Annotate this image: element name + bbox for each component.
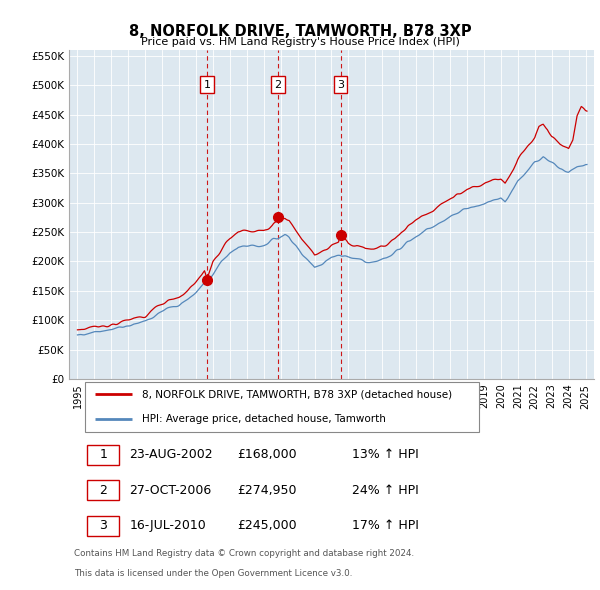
FancyBboxPatch shape	[88, 444, 119, 464]
FancyBboxPatch shape	[88, 516, 119, 536]
Text: 23-AUG-2002: 23-AUG-2002	[130, 448, 213, 461]
Text: 3: 3	[337, 80, 344, 90]
Text: 1: 1	[99, 448, 107, 461]
Text: 1: 1	[203, 80, 211, 90]
Text: 16-JUL-2010: 16-JUL-2010	[130, 519, 206, 532]
FancyBboxPatch shape	[85, 382, 479, 432]
Text: 17% ↑ HPI: 17% ↑ HPI	[353, 519, 419, 532]
Text: Price paid vs. HM Land Registry's House Price Index (HPI): Price paid vs. HM Land Registry's House …	[140, 37, 460, 47]
Text: £274,950: £274,950	[237, 484, 296, 497]
Text: 27-OCT-2006: 27-OCT-2006	[130, 484, 212, 497]
Text: 24% ↑ HPI: 24% ↑ HPI	[353, 484, 419, 497]
Text: 2: 2	[274, 80, 281, 90]
Text: £245,000: £245,000	[237, 519, 296, 532]
Text: 3: 3	[99, 519, 107, 532]
Text: 13% ↑ HPI: 13% ↑ HPI	[353, 448, 419, 461]
Text: 2: 2	[99, 484, 107, 497]
Text: This data is licensed under the Open Government Licence v3.0.: This data is licensed under the Open Gov…	[74, 569, 353, 578]
FancyBboxPatch shape	[88, 480, 119, 500]
Text: 8, NORFOLK DRIVE, TAMWORTH, B78 3XP (detached house): 8, NORFOLK DRIVE, TAMWORTH, B78 3XP (det…	[143, 389, 452, 399]
Text: Contains HM Land Registry data © Crown copyright and database right 2024.: Contains HM Land Registry data © Crown c…	[74, 549, 415, 558]
Text: £168,000: £168,000	[237, 448, 296, 461]
Text: HPI: Average price, detached house, Tamworth: HPI: Average price, detached house, Tamw…	[143, 414, 386, 424]
Text: 8, NORFOLK DRIVE, TAMWORTH, B78 3XP: 8, NORFOLK DRIVE, TAMWORTH, B78 3XP	[128, 24, 472, 38]
